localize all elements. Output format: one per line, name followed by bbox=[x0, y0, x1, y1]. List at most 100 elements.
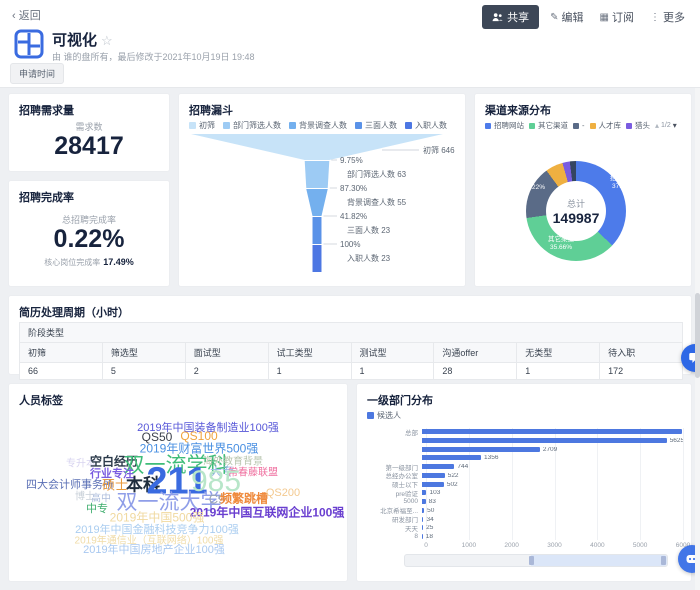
bar-row[interactable]: 总经办公室 522 bbox=[367, 472, 683, 480]
tag-word[interactable]: 行业专注 bbox=[90, 468, 134, 480]
funnel-segment[interactable] bbox=[306, 189, 328, 216]
tag-word[interactable]: 2019年中国金融科技竞争力100强 bbox=[75, 524, 239, 536]
bar-row[interactable]: 硕士以下 502 bbox=[367, 481, 683, 489]
funnel-segment[interactable] bbox=[191, 134, 443, 160]
kpi-secondary: 核心岗位完成率 17.49% bbox=[9, 257, 169, 268]
help-fab-button[interactable] bbox=[678, 545, 700, 573]
card-title: 招聘需求量 bbox=[19, 105, 74, 117]
bar[interactable] bbox=[422, 455, 481, 461]
tag-word[interactable]: 本科 bbox=[126, 475, 160, 495]
bar-row[interactable]: 5000 83 bbox=[367, 498, 683, 505]
tag-word[interactable]: 2019年中国互联网企业100强 bbox=[189, 505, 345, 520]
page-scrollbar-track[interactable] bbox=[695, 88, 700, 590]
tag-word[interactable]: 频繁跳槽 bbox=[219, 491, 269, 506]
zoom-handle-right[interactable] bbox=[661, 556, 666, 565]
bar-row[interactable]: 1356 bbox=[367, 454, 683, 461]
tag-word[interactable]: 2019年通信业（互联网络）100强 bbox=[74, 535, 224, 547]
funnel-legend-item[interactable]: 入职人数 bbox=[405, 120, 447, 131]
bar[interactable] bbox=[422, 516, 424, 522]
tag-word[interactable]: QS200 bbox=[265, 487, 301, 499]
tag-word[interactable]: QS100 bbox=[180, 429, 218, 443]
table-column-header: 沟通offer bbox=[433, 342, 518, 363]
bar[interactable] bbox=[422, 525, 424, 531]
bar-row[interactable]: 总部 5971 bbox=[367, 428, 683, 437]
table-cell: 5 bbox=[101, 362, 186, 380]
funnel-segment[interactable] bbox=[312, 217, 322, 244]
tag-word[interactable]: 2019年中国装备制造业100强 bbox=[137, 422, 279, 434]
back-button[interactable]: ‹ 返回 bbox=[12, 7, 41, 23]
tag-word[interactable]: 常春藤联盟 bbox=[228, 467, 278, 479]
tag-word[interactable]: 海外教育背景 bbox=[203, 456, 263, 468]
tag-word[interactable]: 2019年中国500强 bbox=[109, 510, 205, 525]
data-zoom-slider[interactable] bbox=[404, 554, 668, 567]
tag-word[interactable]: 2019年中国房地产企业100强 bbox=[83, 544, 225, 556]
donut-legend-item[interactable]: 人才库 bbox=[589, 120, 621, 131]
bar-row[interactable]: 2709 bbox=[367, 446, 683, 453]
funnel-legend-item[interactable]: 三面人数 bbox=[355, 120, 397, 131]
funnel-legend-item[interactable]: 初筛 bbox=[189, 120, 215, 131]
share-button[interactable]: 共享 bbox=[482, 5, 540, 29]
bar[interactable] bbox=[422, 534, 423, 539]
tag-word[interactable]: 博士 bbox=[75, 491, 95, 503]
bar-row[interactable]: 北京希福至... 50 bbox=[367, 507, 683, 515]
funnel-legend-item[interactable]: 部门筛选人数 bbox=[223, 120, 281, 131]
funnel-segment[interactable] bbox=[312, 245, 322, 272]
tag-word[interactable]: 2019年财富世界500强 bbox=[139, 441, 259, 456]
tag-word[interactable]: 空白经历 bbox=[89, 454, 139, 469]
tag-word[interactable]: 中专 bbox=[86, 503, 108, 515]
bar[interactable] bbox=[422, 481, 444, 487]
zoom-selection[interactable] bbox=[530, 555, 667, 566]
tag-word[interactable]: 硕士 bbox=[101, 477, 129, 493]
zoom-handle-left[interactable] bbox=[528, 556, 534, 565]
favorite-star-icon[interactable]: ☆ bbox=[101, 33, 113, 48]
bar[interactable] bbox=[422, 490, 427, 496]
bar[interactable] bbox=[422, 507, 425, 513]
tag-word[interactable]: 四大会计师事务所 bbox=[26, 479, 114, 491]
tag-word[interactable]: C9 bbox=[208, 491, 226, 507]
tag-word[interactable]: QS50 bbox=[141, 430, 173, 444]
card-title: 招聘漏斗 bbox=[189, 105, 233, 117]
bar-row[interactable]: 研发部门 34 bbox=[367, 516, 683, 524]
tag-word[interactable]: 高中 bbox=[91, 493, 111, 505]
bar[interactable] bbox=[422, 464, 455, 469]
donut-legend-item[interactable]: 猎头 bbox=[626, 120, 650, 131]
tag-word[interactable]: 大专 bbox=[209, 464, 235, 479]
tag-word[interactable]: 双一流学科 bbox=[123, 454, 229, 477]
tag-word[interactable]: 双一流大学 bbox=[116, 491, 222, 514]
donut-legend-item[interactable]: 招聘网站 bbox=[485, 120, 524, 131]
bar-value: 1356 bbox=[483, 455, 499, 461]
tag-word[interactable]: 985 bbox=[190, 465, 242, 498]
legend-label: 背景调查人数 bbox=[299, 121, 347, 130]
page-scrollbar-thumb[interactable] bbox=[695, 293, 700, 378]
bar-category-label: pre验证 bbox=[395, 490, 418, 498]
bar[interactable] bbox=[422, 472, 445, 478]
legend-prev-icon[interactable]: ▴ bbox=[655, 121, 660, 130]
more-button[interactable]: ⋮ 更多 bbox=[645, 5, 690, 29]
bar-row[interactable]: 8 18 bbox=[367, 533, 683, 540]
filter-chip-apply-time[interactable]: 申请时间 bbox=[10, 63, 65, 84]
funnel-legend-item[interactable]: 背景调查人数 bbox=[289, 120, 347, 131]
tag-word[interactable]: 专升本 bbox=[66, 458, 96, 470]
funnel-label: 三面人数 23 bbox=[347, 225, 391, 235]
bar-legend-item[interactable]: 候选人 bbox=[367, 410, 401, 421]
donut-legend-item[interactable]: - bbox=[573, 121, 585, 130]
bar-track: 25 bbox=[422, 525, 683, 531]
bar[interactable] bbox=[422, 446, 540, 452]
tag-word[interactable]: 211 bbox=[146, 460, 208, 503]
subscribe-button[interactable]: ▦ 订阅 bbox=[595, 5, 639, 29]
legend-next-icon[interactable]: ▾ bbox=[672, 121, 677, 130]
edit-button[interactable]: ✎ 编辑 bbox=[545, 5, 588, 29]
bar[interactable] bbox=[422, 437, 667, 443]
bar-row[interactable]: 天天 25 bbox=[367, 524, 683, 533]
bar-track: 18 bbox=[422, 534, 683, 539]
bar-row[interactable]: pre验证 103 bbox=[367, 489, 683, 498]
bar[interactable] bbox=[422, 499, 426, 504]
bar-row[interactable]: 5625 bbox=[367, 437, 683, 444]
donut-legend-item[interactable]: 其它渠道 bbox=[529, 120, 568, 131]
bar-track: 5625 bbox=[422, 437, 683, 443]
funnel-segment[interactable] bbox=[304, 161, 330, 188]
bar[interactable] bbox=[422, 429, 682, 434]
funnel-chart[interactable]: 初筛 646 9.75% 部门筛选人数 63 87.30% 背景调查人数 55 41.82… bbox=[187, 134, 459, 280]
bar-row[interactable]: 第一级部门 744 bbox=[367, 463, 683, 472]
